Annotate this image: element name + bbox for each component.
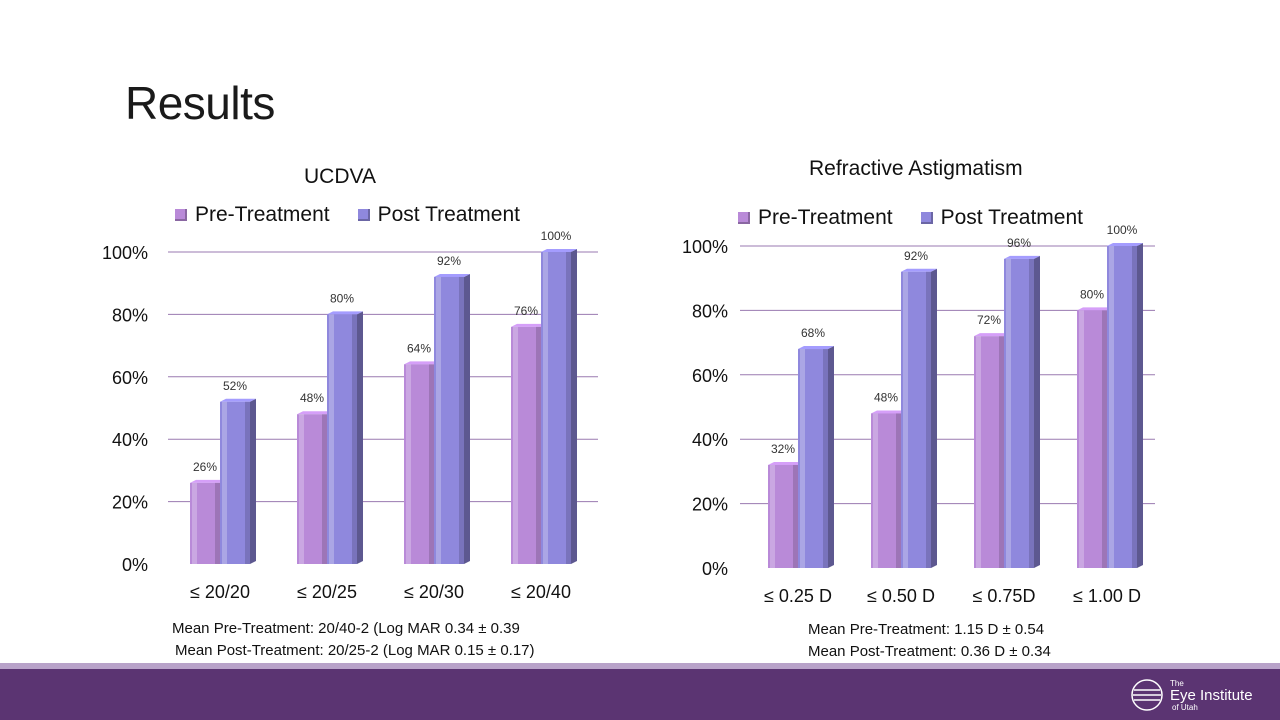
- bar-post-treatment: [327, 311, 363, 564]
- bar-post-treatment: [220, 398, 256, 564]
- legend-label-pre: Pre-Treatment: [195, 203, 330, 226]
- slide-title: Results: [125, 77, 275, 129]
- y-tick-label: 40%: [112, 430, 148, 450]
- y-tick-label: 0%: [702, 559, 728, 579]
- data-label: 72%: [977, 313, 1001, 327]
- x-tick-label: ≤ 1.00 D: [1073, 586, 1141, 606]
- data-label: 80%: [330, 291, 354, 305]
- chart-title-astigmatism: Refractive Astigmatism: [809, 157, 1023, 180]
- data-label: 68%: [801, 326, 825, 340]
- logo-text-main: Eye Institute: [1170, 687, 1253, 704]
- footer-bar: [0, 663, 1280, 720]
- legend-item-pre: Pre-Treatment: [738, 206, 893, 230]
- data-label: 92%: [437, 254, 461, 268]
- note-astig-pre: Mean Pre-Treatment: 1.15 D ± 0.54: [808, 621, 1045, 638]
- logo-text-the: The: [1170, 679, 1184, 688]
- note-astig-post: Mean Post-Treatment: 0.36 D ± 0.34: [808, 643, 1051, 660]
- legend-swatch-pre: [738, 212, 750, 224]
- x-tick-label: ≤ 20/25: [297, 582, 357, 602]
- bar-post-treatment: [1107, 243, 1143, 568]
- y-tick-label: 100%: [682, 237, 728, 257]
- chart-title-ucdva: UCDVA: [304, 165, 376, 188]
- legend-label-pre: Pre-Treatment: [758, 206, 893, 229]
- bar-post-treatment: [901, 268, 937, 568]
- legend-swatch-pre: [175, 209, 187, 221]
- eye-institute-logo: The Eye Institute of Utah: [1131, 679, 1253, 712]
- data-label: 100%: [1107, 223, 1138, 237]
- y-tick-label: 60%: [692, 366, 728, 386]
- bar-post-treatment: [798, 346, 834, 568]
- data-label: 100%: [541, 229, 572, 243]
- legend-item-post: Post Treatment: [920, 206, 1083, 230]
- legend-astigmatism: Pre-Treatment Post Treatment: [738, 206, 1083, 230]
- legend-ucdva: Pre-Treatment Post Treatment: [175, 203, 520, 227]
- data-label: 96%: [1007, 236, 1031, 250]
- x-tick-label: ≤ 20/20: [190, 582, 250, 602]
- data-label: 32%: [771, 442, 795, 456]
- y-tick-label: 100%: [102, 243, 148, 263]
- legend-label-post: Post Treatment: [377, 203, 520, 226]
- bar-post-treatment: [1004, 255, 1040, 568]
- legend-item-post: Post Treatment: [357, 203, 520, 227]
- y-tick-label: 20%: [692, 495, 728, 515]
- y-tick-label: 80%: [112, 305, 148, 325]
- data-label: 80%: [1080, 287, 1104, 301]
- x-tick-label: ≤ 0.25 D: [764, 586, 832, 606]
- data-label: 76%: [514, 304, 538, 318]
- bar-post-treatment: [434, 273, 470, 564]
- data-label: 48%: [874, 390, 898, 404]
- note-ucdva-post: Mean Post-Treatment: 20/25-2 (Log MAR 0.…: [175, 642, 535, 659]
- y-tick-label: 0%: [122, 555, 148, 575]
- logo-text-utah: of Utah: [1172, 703, 1198, 712]
- y-tick-label: 20%: [112, 493, 148, 513]
- data-label: 48%: [300, 391, 324, 405]
- data-label: 92%: [904, 249, 928, 263]
- note-ucdva-pre: Mean Pre-Treatment: 20/40-2 (Log MAR 0.3…: [172, 620, 520, 637]
- x-tick-label: ≤ 0.50 D: [867, 586, 935, 606]
- bar-post-treatment: [541, 249, 577, 564]
- y-tick-label: 60%: [112, 368, 148, 388]
- data-label: 52%: [223, 379, 247, 393]
- legend-swatch-post: [357, 209, 370, 221]
- x-tick-label: ≤ 20/40: [511, 582, 571, 602]
- legend-label-post: Post Treatment: [940, 206, 1083, 229]
- y-tick-label: 80%: [692, 301, 728, 321]
- legend-swatch-post: [920, 212, 933, 224]
- legend-item-pre: Pre-Treatment: [175, 203, 330, 227]
- y-tick-label: 40%: [692, 430, 728, 450]
- x-tick-label: ≤ 0.75D: [973, 586, 1036, 606]
- data-label: 26%: [193, 460, 217, 474]
- data-label: 64%: [407, 341, 431, 355]
- x-tick-label: ≤ 20/30: [404, 582, 464, 602]
